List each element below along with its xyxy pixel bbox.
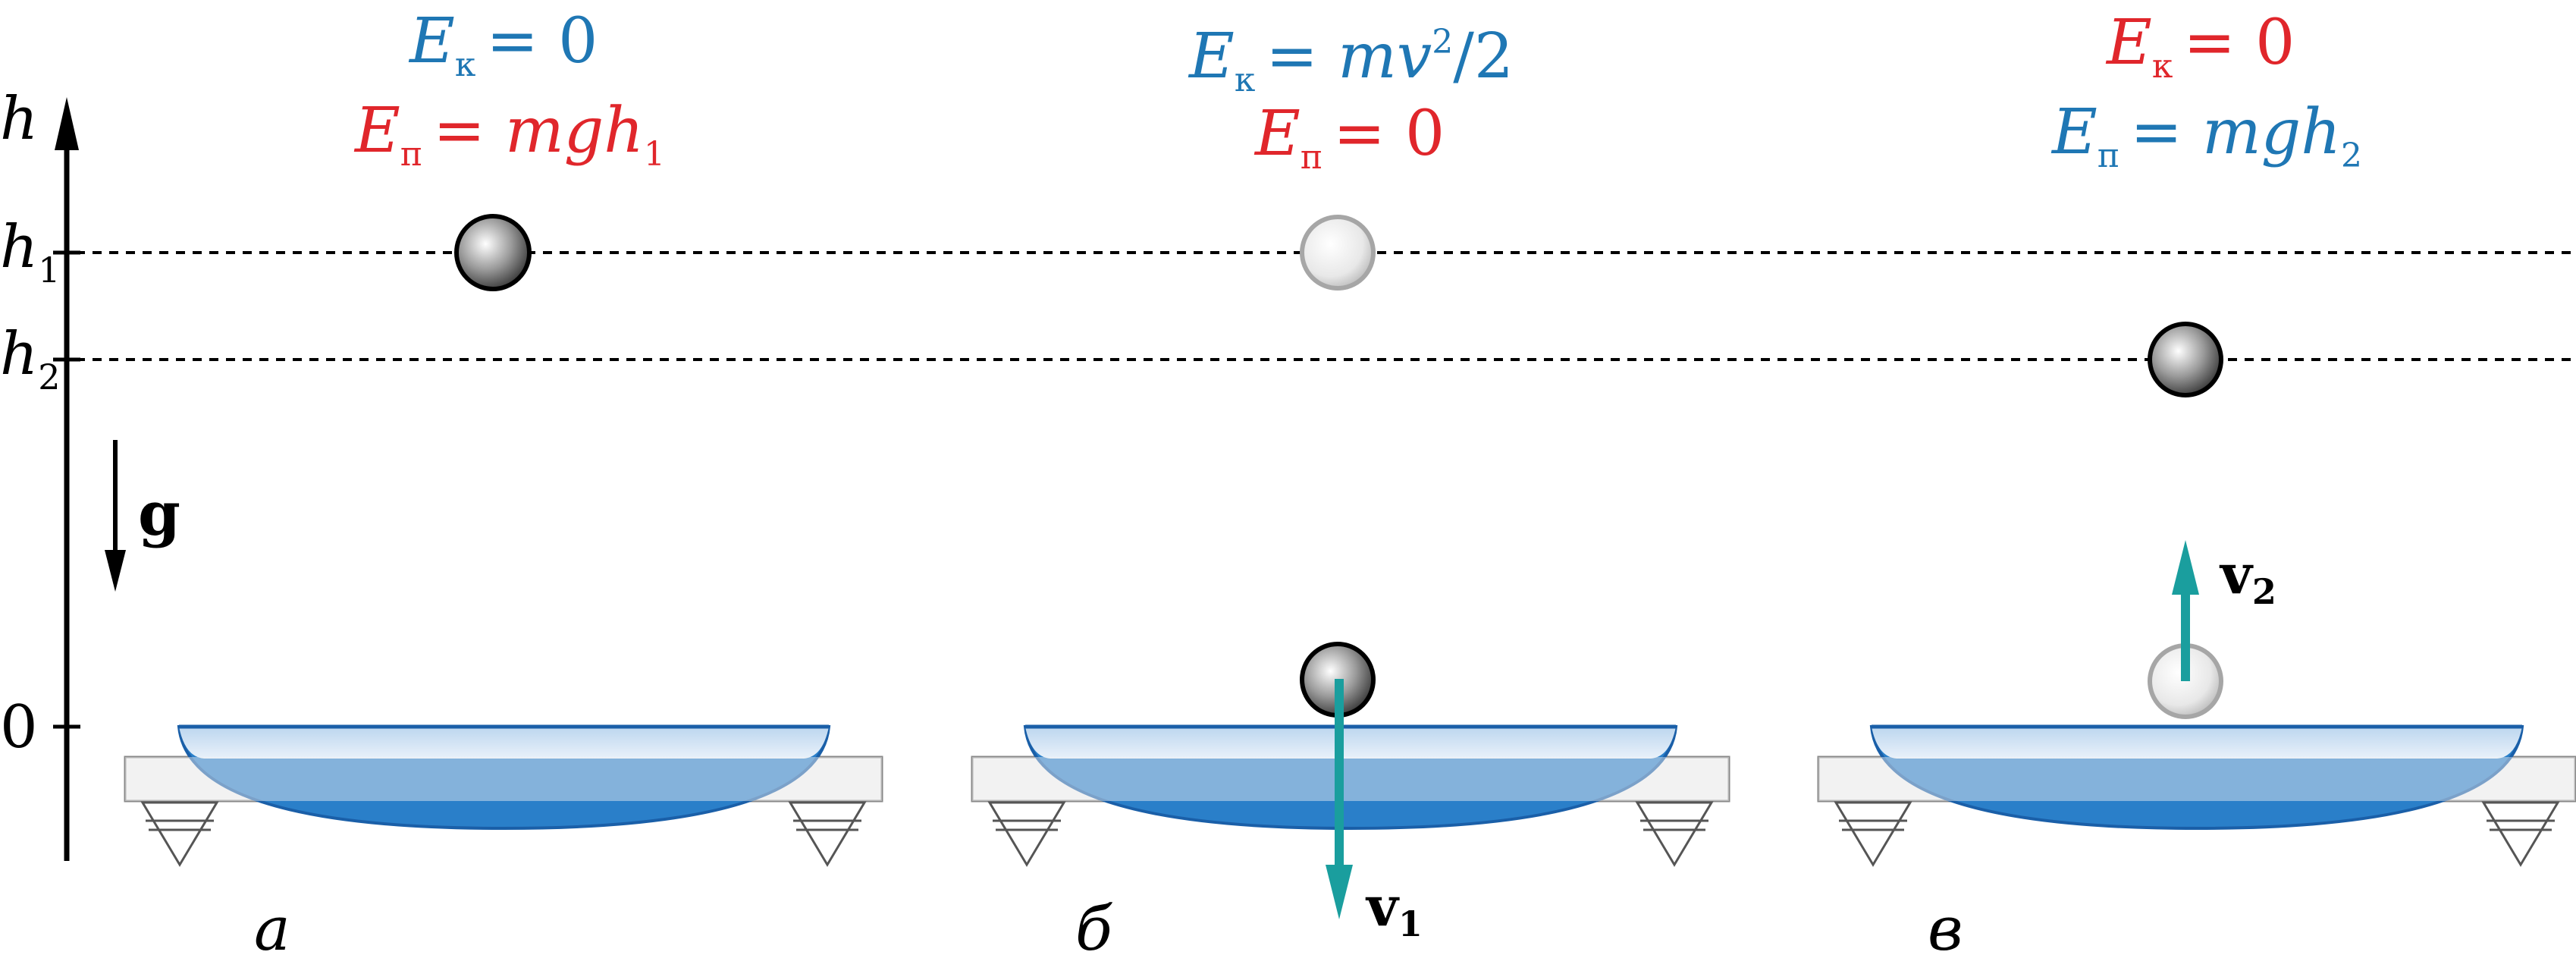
h-axis-label: h (0, 85, 38, 153)
panel-c: Eк = 0 Eп = mgh2 v2 в (1817, 7, 2576, 964)
panel-a-potential-energy: Eп = mgh1 (353, 95, 665, 174)
panel-b: Eк = mv2/2 Eп = 0 v1 б (971, 20, 1730, 964)
panel-b-velocity-arrow (1326, 679, 1353, 919)
panel-b-ghost-ball (1300, 215, 1376, 291)
panel-a-letter: а (254, 894, 290, 964)
panel-a-platform (124, 724, 883, 867)
h2-label: h2 (0, 320, 61, 397)
gravity-label: g (138, 478, 180, 549)
panel-c-right-support (2481, 801, 2560, 867)
panel-c-potential-energy: Eп = mgh2 (2050, 96, 2362, 175)
zero-label: 0 (0, 693, 38, 762)
panel-c-letter: в (1928, 894, 1963, 964)
panel-b-kinetic-energy: Eк = mv2/2 (1188, 20, 1514, 99)
panel-c-velocity-label: v2 (2219, 542, 2276, 612)
gravity-arrow (105, 440, 126, 592)
panel-a-right-support (788, 801, 867, 867)
panel-c-ball (2148, 322, 2223, 397)
panel-c-left-support (1834, 801, 1912, 867)
panel-b-potential-energy: Eп = 0 (1253, 98, 1445, 177)
panel-b-right-support (1635, 801, 1714, 867)
height-axis (53, 97, 80, 861)
panel-a-left-support (140, 801, 219, 867)
panel-b-velocity-label: v1 (1365, 874, 1423, 944)
panel-c-kinetic-energy: Eк = 0 (2105, 7, 2295, 86)
panel-a-kinetic-energy: Eк = 0 (408, 5, 598, 84)
panel-b-left-support (987, 801, 1066, 867)
panel-b-letter: б (1075, 894, 1113, 964)
panel-a-ball (454, 214, 532, 291)
panel-a: Eк = 0 Eп = mgh1 а (124, 5, 883, 964)
axis-arrowhead (55, 97, 79, 150)
panel-c-platform (1817, 724, 2576, 867)
h1-label: h1 (0, 213, 61, 291)
panel-c-velocity-arrow (2172, 540, 2199, 681)
panel-b-platform (971, 724, 1730, 867)
